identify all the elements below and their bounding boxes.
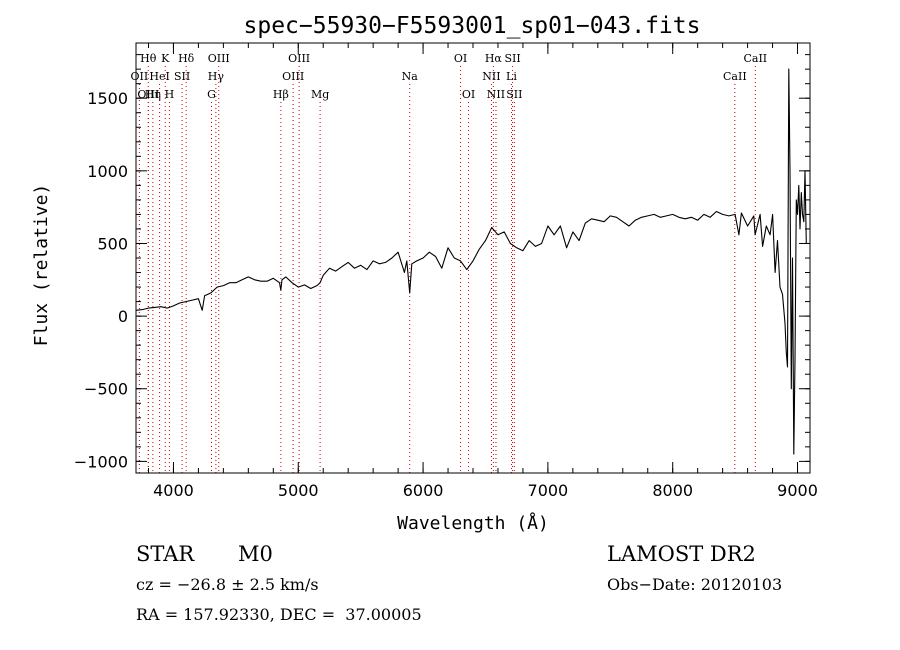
spectral-line-label: NII — [482, 70, 500, 83]
redshift-text: cz = −26.8 ± 2.5 km/s — [136, 575, 319, 594]
spectral-line-label: NII — [487, 88, 505, 101]
spectral-line-label: OII — [131, 70, 149, 83]
axis-tick-labels: 4000 5000 6000 7000 8000 9000 −1000 −500 0 500 100… — [74, 89, 818, 500]
x-tick-label: 9000 — [777, 481, 818, 500]
x-tick-label: 7000 — [528, 481, 569, 500]
x-tick-label: 4000 — [153, 481, 194, 500]
y-tick-label: 1500 — [87, 89, 128, 108]
spectral-line-label: Hβ — [273, 88, 289, 101]
spectral-subclass: M0 — [238, 542, 273, 566]
spectral-line-label: Hα — [485, 52, 503, 65]
spectral-line-label: Li — [506, 70, 517, 83]
spectral-line-label: CaII — [723, 70, 747, 83]
survey-name: LAMOST DR2 — [607, 542, 756, 566]
y-tick-label: 1000 — [87, 162, 128, 181]
object-type: STAR — [136, 542, 195, 566]
spectral-line-markers — [138, 66, 756, 473]
x-tick-label: 6000 — [403, 481, 444, 500]
obs-date-text: Obs−Date: 20120103 — [607, 575, 783, 594]
spectral-line-label: Hθ — [140, 52, 157, 65]
y-tick-label: −500 — [84, 380, 128, 399]
x-tick-label: 5000 — [278, 481, 319, 500]
axis-ticks — [136, 43, 810, 473]
spectral-line-label: Hδ — [178, 52, 195, 65]
y-tick-label: −1000 — [74, 452, 128, 471]
chart-title: spec−55930−F5593001_sp01−043.fits — [244, 13, 701, 39]
spectral-line-label: Na — [402, 70, 419, 83]
spectral-line-label: K — [161, 52, 170, 65]
spectral-line-label: G — [207, 88, 216, 101]
spectral-line-label: HeI — [149, 70, 169, 83]
spectral-line-label: CaII — [743, 52, 767, 65]
spectral-line-label: OIII — [208, 52, 230, 65]
coordinates-text: RA = 157.92330, DEC = 37.00005 — [136, 605, 422, 624]
spectral-line-label: SII — [506, 88, 522, 101]
spectral-line-label: Hη — [145, 88, 161, 101]
spectral-line-label: OIII — [288, 52, 310, 65]
x-tick-label: 8000 — [652, 481, 693, 500]
plot-frame — [135, 42, 811, 474]
y-axis-label: Flux (relative) — [31, 184, 52, 347]
spectral-line-label: SII — [504, 52, 520, 65]
spectral-line-label: Mg — [311, 88, 329, 101]
x-axis-label: Wavelength (Å) — [397, 512, 549, 534]
spectral-line-label: OI — [462, 88, 475, 101]
spectral-line-label: Hγ — [208, 70, 225, 83]
spectrum-series-line — [135, 68, 807, 455]
y-tick-label: 0 — [118, 307, 128, 326]
spectral-line-label: H — [165, 88, 175, 101]
spectral-line-label: OI — [454, 52, 467, 65]
y-tick-label: 500 — [97, 234, 128, 253]
spectral-line-label: OIII — [282, 70, 304, 83]
spectral-line-label: SII — [174, 70, 190, 83]
